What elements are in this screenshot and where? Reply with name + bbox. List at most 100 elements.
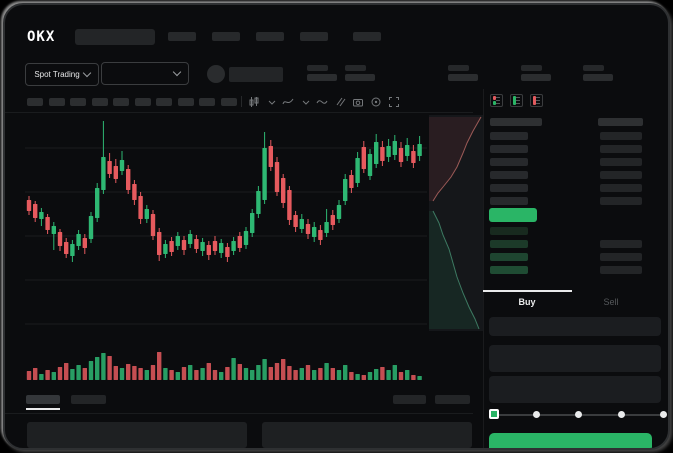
chevron-down-icon[interactable]	[300, 96, 312, 108]
timeframe-button[interactable]	[48, 98, 65, 106]
bottom-tab-placeholder[interactable]	[26, 395, 60, 404]
volume-bar	[355, 374, 360, 380]
nav-item-placeholder[interactable]	[300, 32, 328, 41]
bottom-action-placeholder[interactable]	[393, 395, 426, 404]
candle-body	[88, 216, 94, 239]
candle-body	[225, 247, 230, 257]
timeframe-button[interactable]	[156, 98, 172, 106]
bid-price-placeholder[interactable]	[490, 253, 528, 261]
candle-body	[175, 236, 180, 246]
search-bar-placeholder[interactable]	[75, 29, 155, 45]
ask-price-placeholder[interactable]	[490, 158, 528, 166]
slider-step-dot[interactable]	[617, 411, 625, 418]
volume-bar	[26, 371, 32, 380]
volume-bar	[380, 367, 385, 380]
volume-bar	[194, 370, 199, 380]
tab-sell[interactable]: Sell	[603, 297, 619, 307]
pair-dropdown[interactable]	[101, 62, 189, 85]
candle-body	[392, 141, 397, 155]
volume-bar	[349, 372, 354, 380]
order-input-placeholder[interactable]	[489, 376, 661, 403]
bid-price-placeholder[interactable]	[490, 240, 528, 248]
timeframe-button[interactable]	[134, 98, 151, 106]
timeframe-button[interactable]	[113, 98, 129, 106]
slider-step-dot[interactable]	[575, 411, 582, 418]
price-placeholder	[229, 67, 283, 82]
fullscreen-icon[interactable]	[388, 96, 400, 108]
candle-body	[194, 239, 199, 249]
volume-bar	[392, 365, 397, 380]
volume-bar	[95, 357, 100, 380]
volume-bar	[237, 364, 242, 380]
volume-bar	[312, 370, 317, 380]
order-input-placeholder[interactable]	[489, 317, 661, 336]
bottom-action-placeholder[interactable]	[435, 395, 470, 404]
volume-bar	[305, 365, 311, 380]
ask-price-placeholder[interactable]	[490, 171, 528, 179]
ask-price-placeholder[interactable]	[490, 197, 528, 205]
bid-price-placeholder[interactable]	[490, 266, 528, 274]
book-icon-segment	[513, 96, 516, 105]
bid-price-placeholder[interactable]	[490, 227, 528, 235]
volume-bar	[281, 359, 286, 380]
book-icon-line	[496, 100, 500, 101]
volume-bar	[138, 368, 143, 380]
candle-body	[138, 196, 143, 219]
device-frame: OKX Spot Trading Buy Sell	[3, 3, 670, 450]
timeframe-button[interactable]	[91, 98, 108, 106]
compare-icon[interactable]	[334, 96, 346, 108]
ask-price-placeholder[interactable]	[490, 132, 528, 140]
book-bids-icon[interactable]	[510, 94, 523, 107]
volume-bar	[33, 368, 38, 380]
timeframe-button[interactable]	[70, 98, 86, 106]
nav-item-placeholder[interactable]	[168, 32, 196, 41]
bottom-tab-active-indicator	[26, 408, 60, 410]
book-asks-icon[interactable]	[530, 94, 543, 107]
camera-icon[interactable]	[352, 96, 364, 108]
tab-buy[interactable]: Buy	[518, 297, 536, 307]
candle-body	[76, 234, 81, 246]
volume-bar	[287, 366, 292, 380]
candle-body	[274, 162, 280, 192]
candle-body	[219, 243, 224, 253]
candlestick-chart[interactable]	[5, 113, 483, 385]
line-icon[interactable]	[316, 96, 328, 108]
stat-label-placeholder	[345, 65, 366, 71]
candle-body	[26, 200, 32, 211]
volume-bar	[51, 372, 56, 380]
chevron-down-icon[interactable]	[266, 96, 278, 108]
slider-step-dot[interactable]	[532, 411, 540, 418]
volume-bar	[212, 370, 218, 380]
settings-icon[interactable]	[370, 96, 382, 108]
timeframe-button[interactable]	[177, 98, 194, 106]
candle-body	[380, 147, 385, 161]
slider-step-dot[interactable]	[660, 411, 667, 418]
nav-item-placeholder[interactable]	[256, 32, 284, 41]
volume-bar	[243, 368, 249, 380]
book-combined-icon[interactable]	[490, 94, 503, 107]
volume-bar	[126, 364, 131, 380]
candle-body	[107, 161, 112, 174]
order-input-placeholder[interactable]	[489, 345, 661, 372]
candle-type-icon[interactable]	[248, 96, 260, 108]
timeframe-button[interactable]	[220, 98, 237, 106]
timeframe-button[interactable]	[199, 98, 215, 106]
bottom-tab-placeholder[interactable]	[71, 395, 106, 404]
market-type-dropdown[interactable]: Spot Trading	[25, 63, 99, 86]
volume-bar	[57, 367, 63, 380]
ask-amount-placeholder	[600, 171, 642, 179]
indicator-icon[interactable]	[282, 96, 294, 108]
timeframe-button[interactable]	[27, 98, 43, 106]
nav-item-placeholder[interactable]	[212, 32, 240, 41]
ask-price-placeholder[interactable]	[490, 145, 528, 153]
slider-handle[interactable]	[489, 409, 499, 419]
candle-body	[126, 169, 131, 190]
nav-item-placeholder[interactable]	[353, 32, 381, 41]
market-stat	[448, 65, 480, 82]
buy-submit-button[interactable]	[489, 433, 652, 448]
ask-amount-placeholder	[600, 184, 642, 192]
candle-body	[95, 188, 100, 218]
panel-divider	[483, 89, 484, 448]
bid-amount-placeholder	[600, 240, 642, 248]
ask-price-placeholder[interactable]	[490, 184, 528, 192]
